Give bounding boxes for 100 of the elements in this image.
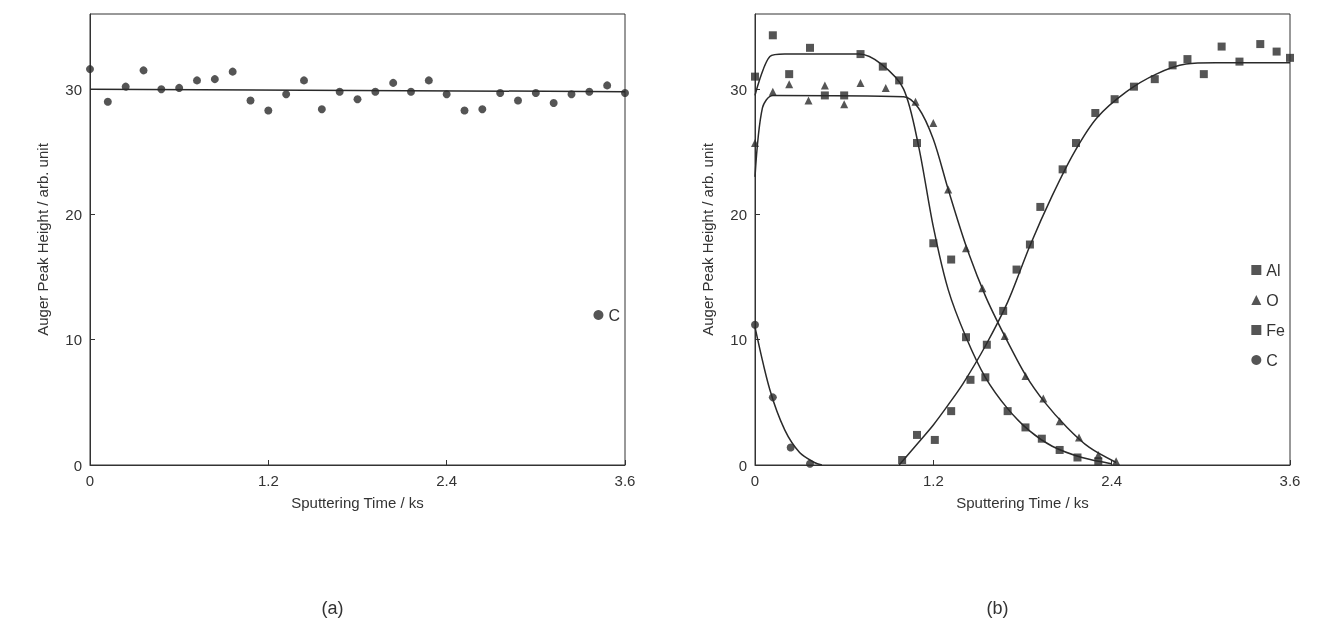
text: (b) (986, 598, 1009, 618)
legend-label: C (1266, 351, 1278, 369)
y-tick-label: 30 (730, 80, 747, 98)
x-tick-label: 2.4 (1101, 472, 1123, 489)
point (1039, 394, 1048, 403)
point (478, 105, 487, 114)
point (1055, 445, 1064, 454)
point (999, 306, 1008, 315)
point (1021, 423, 1030, 432)
point (585, 87, 594, 96)
x-axis-title: Sputtering Time / ks (291, 494, 424, 511)
point (621, 88, 629, 97)
x-tick-label: 2.4 (436, 472, 458, 489)
point (856, 78, 865, 87)
point (210, 75, 219, 84)
point (86, 65, 94, 74)
legend-label: O (1266, 291, 1279, 309)
point (246, 96, 255, 105)
x-tick-label: 1.2 (257, 472, 279, 489)
point (460, 106, 469, 115)
point (264, 106, 273, 115)
point (1072, 139, 1080, 148)
point (531, 88, 540, 97)
x-tick-label: 3.6 (614, 472, 636, 489)
point (895, 76, 904, 85)
point (514, 96, 522, 105)
point (424, 76, 433, 85)
point (962, 333, 971, 342)
point (157, 85, 166, 94)
point (1058, 165, 1067, 174)
point (603, 81, 612, 90)
x-tick-label: 3.6 (1279, 472, 1301, 489)
point (1012, 265, 1021, 274)
point (929, 239, 938, 248)
point (1055, 417, 1064, 426)
point (407, 87, 415, 96)
point (1256, 40, 1265, 49)
y-tick-label: 30 (65, 80, 82, 98)
point (804, 96, 813, 105)
point (751, 320, 759, 329)
point (912, 139, 921, 148)
legend-label: Al (1266, 261, 1281, 279)
point (442, 90, 451, 99)
point (981, 373, 990, 382)
text: (a) (321, 598, 344, 618)
point (856, 50, 865, 59)
x-tick-label: 0 (750, 472, 760, 489)
point (930, 435, 939, 444)
x-tick-label: 0 (85, 472, 95, 489)
point (805, 459, 814, 468)
point (1021, 372, 1030, 381)
legend-label: Fe (1266, 321, 1286, 339)
point (103, 97, 112, 106)
point (496, 88, 505, 97)
y-axis-title: Auger Peak Height / arb. unit (699, 142, 716, 336)
point (121, 82, 130, 91)
point (1003, 407, 1012, 416)
point (785, 80, 794, 89)
point (881, 83, 890, 92)
point (982, 340, 991, 349)
point (228, 67, 237, 76)
point (878, 62, 887, 71)
point (1094, 450, 1103, 459)
point (1000, 331, 1009, 340)
y-axis-title: Auger Peak Height / arb. unit (34, 142, 51, 336)
point (768, 31, 777, 40)
point (966, 375, 975, 384)
point (389, 78, 398, 87)
point (1235, 57, 1244, 66)
point (751, 139, 759, 148)
point (786, 443, 795, 452)
x-axis-title: Sputtering Time / ks (956, 494, 1089, 511)
point (929, 118, 938, 127)
point (1073, 453, 1082, 462)
point (962, 244, 971, 253)
point (947, 255, 956, 264)
point (840, 91, 849, 100)
y-tick-label: 20 (65, 205, 82, 223)
point (1183, 55, 1192, 64)
point (549, 98, 558, 107)
point (300, 76, 308, 85)
y-tick-label: 10 (65, 331, 82, 349)
point (768, 87, 777, 96)
point (335, 87, 344, 96)
point (1112, 457, 1121, 466)
point (912, 430, 921, 439)
point (820, 91, 829, 100)
point (1110, 95, 1119, 104)
point (1199, 70, 1208, 79)
point (371, 87, 380, 96)
point (805, 43, 814, 52)
point (1091, 108, 1100, 117)
y-tick-label: 10 (730, 331, 747, 349)
point (1037, 434, 1046, 443)
point (1074, 433, 1083, 442)
point (1129, 82, 1138, 91)
point (947, 407, 956, 416)
legend-label: C (608, 306, 621, 324)
point (1272, 47, 1281, 56)
point (1286, 53, 1294, 62)
